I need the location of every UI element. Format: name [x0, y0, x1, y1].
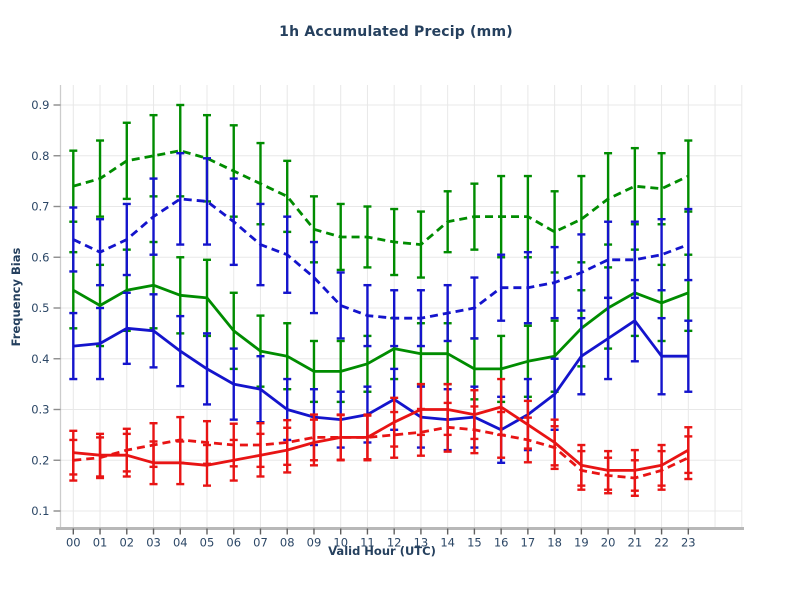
series-green-dashed	[69, 103, 693, 279]
series-red-dashed	[69, 401, 693, 497]
x-tick-label: 02	[119, 536, 134, 550]
y-tick-label: 0.3	[31, 403, 49, 417]
series-green-solid	[69, 240, 693, 404]
y-tick-label: 0.1	[31, 504, 49, 518]
x-tick-label: 08	[280, 536, 295, 550]
x-tick-label: 09	[307, 536, 322, 550]
y-tick-label: 0.6	[31, 250, 49, 264]
x-tick-label: 10	[333, 536, 348, 550]
x-tick-label: 11	[360, 536, 375, 550]
x-tick-label: 13	[414, 536, 429, 550]
series-line-green-dashed	[72, 149, 689, 247]
x-tick-label: 07	[253, 536, 268, 550]
y-tick-label: 0.2	[31, 453, 49, 467]
x-tick-label: 03	[146, 536, 161, 550]
x-tick-label: 20	[601, 536, 616, 550]
series-blue-dashed	[69, 152, 693, 348]
series-line-red-dashed	[73, 425, 689, 480]
x-tick-label: 05	[200, 536, 215, 550]
x-tick-label: 21	[628, 536, 643, 550]
x-tick-label: 04	[173, 536, 188, 550]
series-line-green-solid	[72, 283, 689, 373]
series-blue-solid	[69, 278, 693, 464]
x-tick-label: 06	[226, 536, 241, 550]
x-axis-label: Valid Hour (UTC)	[328, 544, 436, 558]
x-tick-label: 22	[654, 536, 669, 550]
y-tick-label: 0.8	[31, 149, 49, 163]
x-tick-label: 15	[467, 536, 482, 550]
x-tick-label: 12	[387, 536, 402, 550]
x-tick-label: 00	[66, 536, 81, 550]
series-line-blue-solid	[73, 319, 689, 432]
x-tick-label: 19	[574, 536, 589, 550]
x-tick-label: 01	[93, 536, 108, 550]
x-tick-label: 17	[521, 536, 536, 550]
y-tick-label: 0.5	[31, 301, 49, 315]
series-line-red-solid	[73, 405, 689, 472]
series-red-solid	[69, 377, 693, 492]
y-tick-label: 0.9	[31, 98, 49, 112]
x-tick-label: 23	[681, 536, 696, 550]
series-line-blue-dashed	[72, 197, 689, 320]
y-tick-label: 0.4	[31, 352, 49, 366]
x-tick-label: 16	[494, 536, 509, 550]
chart-title: 1h Accumulated Precip (mm)	[279, 24, 513, 40]
x-tick-label: 14	[440, 536, 455, 550]
x-tick-label: 18	[547, 536, 562, 550]
y-tick-label: 0.7	[31, 200, 49, 214]
